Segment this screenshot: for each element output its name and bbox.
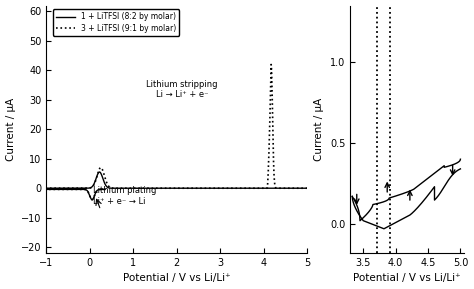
X-axis label: Potential / V vs Li/Li⁺: Potential / V vs Li/Li⁺ — [123, 273, 231, 284]
Y-axis label: Current / μA: Current / μA — [6, 98, 16, 161]
Legend: 1 + LiTFSI (8:2 by molar), 3 + LiTFSI (9:1 by molar): 1 + LiTFSI (8:2 by molar), 3 + LiTFSI (9… — [53, 9, 180, 36]
X-axis label: Potential / V vs Li/Li⁺: Potential / V vs Li/Li⁺ — [353, 273, 461, 284]
Text: Lithium stripping
Li → Li⁺ + e⁻: Lithium stripping Li → Li⁺ + e⁻ — [146, 80, 218, 99]
Y-axis label: Current / μA: Current / μA — [314, 98, 325, 161]
Text: Lithium plating
Li⁺ + e⁻ → Li: Lithium plating Li⁺ + e⁻ → Li — [93, 186, 157, 206]
